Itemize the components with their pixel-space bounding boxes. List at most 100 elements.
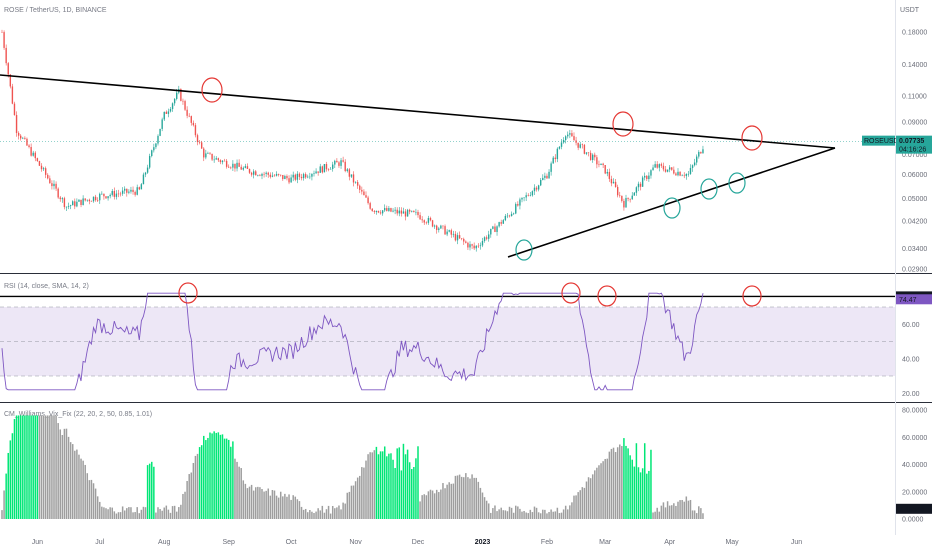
candle-body bbox=[521, 197, 523, 200]
vix-bar bbox=[481, 492, 484, 519]
candle-body bbox=[481, 241, 484, 246]
candle-body bbox=[340, 160, 342, 166]
candle-body bbox=[234, 163, 236, 169]
candle-body bbox=[540, 179, 542, 186]
candle-body bbox=[225, 160, 228, 167]
vix-bar bbox=[334, 508, 336, 519]
red-circle-marker bbox=[201, 77, 223, 103]
vix-bar bbox=[7, 452, 9, 519]
price-tick-label: 0.07000 bbox=[902, 152, 927, 159]
vix-bar bbox=[130, 507, 132, 519]
candle-body bbox=[240, 166, 242, 170]
candle-body bbox=[386, 208, 388, 211]
price-tick-label: 0.06000 bbox=[902, 172, 927, 179]
vix-bar bbox=[223, 438, 226, 519]
candle-body bbox=[173, 98, 176, 104]
candle-body bbox=[458, 235, 461, 239]
candle-body bbox=[683, 175, 685, 177]
candle-body bbox=[82, 198, 84, 205]
vix-bar bbox=[80, 458, 82, 519]
red-circle-marker bbox=[612, 111, 634, 137]
candle-body bbox=[664, 169, 667, 172]
vix-bar bbox=[94, 488, 97, 519]
candle-body bbox=[527, 195, 529, 196]
candle-body bbox=[144, 172, 147, 175]
vix-bar bbox=[146, 465, 149, 519]
vix-bar bbox=[450, 483, 453, 519]
candle-body bbox=[22, 137, 24, 139]
candle-body bbox=[648, 175, 650, 180]
vix-current-value: 7.48546 bbox=[899, 506, 924, 513]
candle-body bbox=[211, 153, 213, 160]
candle-body bbox=[396, 209, 398, 214]
vix-bar bbox=[159, 508, 161, 519]
candle-body bbox=[153, 147, 155, 151]
green-circle-marker bbox=[728, 172, 746, 194]
vix-bar bbox=[542, 509, 544, 519]
vix-bar bbox=[371, 452, 373, 519]
candle-body bbox=[252, 171, 255, 175]
vix-bar bbox=[679, 500, 681, 519]
vix-bar bbox=[117, 512, 120, 519]
candle-body bbox=[679, 171, 681, 176]
candle-body bbox=[284, 176, 286, 180]
vix-bar bbox=[656, 507, 658, 519]
vix-tick-label: 80.0000 bbox=[902, 408, 927, 415]
candle-body bbox=[702, 149, 704, 154]
candle-body bbox=[589, 152, 592, 160]
vix-bar bbox=[40, 415, 43, 519]
candle-body bbox=[691, 165, 694, 168]
vix-bar bbox=[257, 486, 259, 519]
vix-bar bbox=[273, 490, 276, 519]
candle-body bbox=[379, 212, 382, 214]
candle-body bbox=[627, 197, 629, 199]
candle-body bbox=[92, 196, 95, 202]
candle-body bbox=[53, 183, 55, 187]
vix-bar bbox=[483, 497, 486, 519]
x-tick-label: Apr bbox=[664, 539, 676, 546]
candle-body bbox=[567, 134, 569, 137]
vix-bar bbox=[207, 437, 209, 519]
candle-body bbox=[415, 211, 417, 213]
vix-bar bbox=[537, 512, 540, 519]
vix-bar bbox=[165, 505, 168, 519]
candle-body bbox=[671, 167, 673, 170]
candle-body bbox=[616, 186, 619, 196]
vix-bar bbox=[625, 445, 627, 519]
candle-body bbox=[332, 164, 334, 169]
vix-bar bbox=[217, 432, 220, 519]
vix-bar bbox=[525, 512, 527, 519]
candle-body bbox=[36, 158, 39, 162]
candle-body bbox=[113, 191, 116, 197]
candle-body bbox=[502, 220, 504, 224]
vix-bar bbox=[681, 499, 683, 519]
candle-body bbox=[392, 210, 394, 212]
candle-body bbox=[602, 163, 604, 166]
vix-bar bbox=[101, 506, 103, 519]
candle-body bbox=[76, 201, 78, 207]
vix-bar bbox=[113, 511, 116, 519]
candle-body bbox=[136, 187, 138, 195]
vix-bar bbox=[693, 510, 696, 519]
candle-body bbox=[11, 86, 14, 104]
x-tick-label: Mar bbox=[599, 539, 612, 546]
candle-body bbox=[442, 225, 444, 227]
vix-bar bbox=[211, 433, 213, 519]
candle-body bbox=[564, 136, 567, 141]
vix-bar bbox=[234, 458, 236, 519]
candle-body bbox=[677, 171, 679, 176]
candle-body bbox=[488, 234, 490, 239]
vix-bar bbox=[167, 509, 170, 519]
vix-bar bbox=[111, 507, 113, 519]
vix-bar bbox=[128, 507, 130, 519]
candle-body bbox=[321, 166, 324, 173]
candle-body bbox=[90, 201, 93, 202]
candle-body bbox=[69, 205, 72, 206]
candle-body bbox=[542, 177, 544, 180]
vix-bar bbox=[554, 511, 557, 519]
vix-bar bbox=[377, 454, 380, 519]
vix-bar bbox=[695, 513, 698, 519]
vix-bar bbox=[373, 450, 376, 519]
candle-body bbox=[433, 225, 436, 227]
